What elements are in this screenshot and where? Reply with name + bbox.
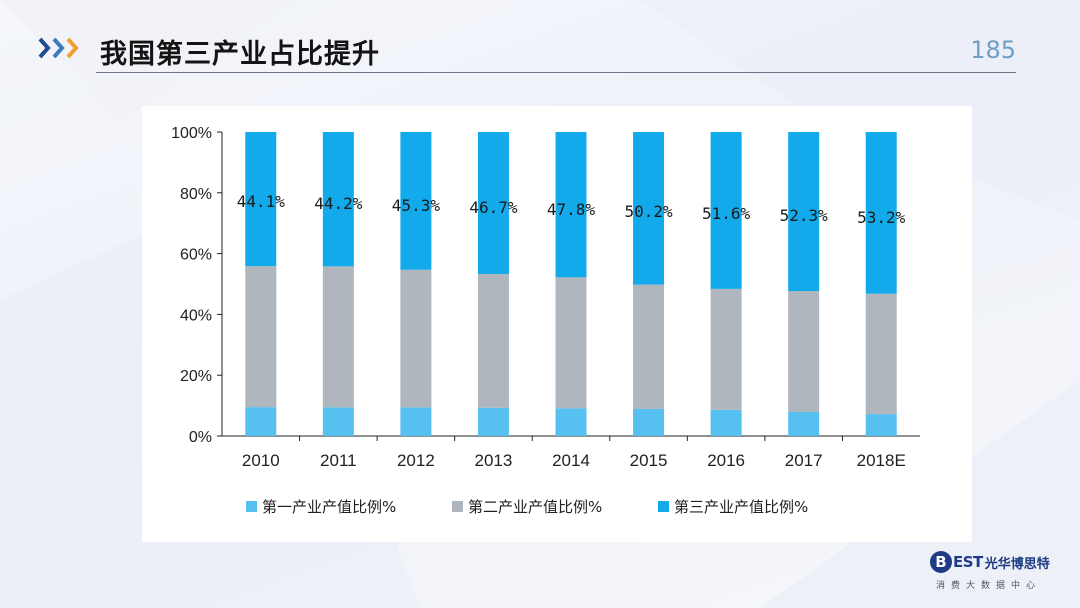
bar-segment-series-3	[400, 132, 432, 270]
y-tick-label: 80%	[180, 186, 212, 203]
bar-segment-series-3	[477, 132, 509, 274]
x-tick-label: 2017	[785, 451, 823, 470]
legend-swatch	[246, 501, 257, 512]
bar-segment-series-1	[477, 407, 509, 436]
data-label: 53.2%	[857, 208, 906, 227]
page-title: 我国第三产业占比提升	[100, 39, 380, 70]
logo-letter: B	[930, 551, 952, 573]
bar-segment-series-2	[400, 269, 432, 408]
bar-segment-series-3	[555, 132, 587, 278]
bar-segment-series-3	[710, 132, 742, 289]
x-tick-label: 2012	[397, 451, 435, 470]
legend-label: 第二产业产值比例%	[468, 498, 602, 516]
legend-swatch	[658, 501, 669, 512]
y-tick-label: 20%	[180, 368, 212, 385]
stacked-bar-chart: 0% 20% 40% 60% 80% 100% 2010 44.1% 2011 44.2% 2012…	[171, 125, 920, 516]
bar-segment-series-2	[477, 273, 509, 408]
x-tick-label: 2018E	[857, 451, 906, 470]
bar-segment-series-1	[555, 408, 587, 436]
data-label: 44.1%	[237, 192, 286, 211]
bar-segment-series-1	[245, 407, 277, 436]
x-tick-label: 2013	[475, 451, 513, 470]
chart-panel: 0% 20% 40% 60% 80% 100% 2010 44.1% 2011 44.2% 2012…	[142, 106, 972, 542]
bar-segment-series-2	[555, 277, 587, 409]
y-tick-label: 60%	[180, 247, 212, 264]
y-tick-label: 40%	[180, 307, 212, 324]
bar-segment-series-1	[865, 414, 897, 436]
data-label: 47.8%	[547, 200, 596, 219]
bar-segment-series-1	[322, 407, 354, 436]
bar-segment-series-3	[788, 132, 820, 291]
data-label: 44.2%	[314, 194, 363, 213]
bar-segment-series-3	[865, 132, 897, 294]
x-tick-label: 2015	[630, 451, 668, 470]
bar-segment-series-2	[633, 284, 665, 409]
bar-segment-series-3	[633, 132, 665, 285]
bar-segment-series-2	[245, 266, 277, 408]
x-tick-label: 2010	[242, 451, 280, 470]
bar-segment-series-1	[400, 407, 432, 436]
data-label: 45.3%	[392, 196, 441, 215]
logo-tagline: 消费大数据中心	[936, 581, 1042, 591]
x-tick-label: 2016	[707, 451, 745, 470]
data-label: 52.3%	[780, 206, 829, 225]
data-label: 46.7%	[469, 198, 518, 217]
y-tick-label: 0%	[189, 429, 212, 446]
x-tick-label: 2014	[552, 451, 590, 470]
logo-est: EST	[953, 553, 983, 571]
bar-segment-series-3	[322, 132, 354, 267]
x-tick-label: 2011	[320, 451, 357, 470]
page-number: 185	[970, 36, 1016, 64]
bar-segment-series-2	[322, 266, 354, 408]
bar-segment-series-2	[710, 288, 742, 410]
data-label: 51.6%	[702, 204, 751, 223]
logo-name: 光华博思特	[984, 556, 1050, 572]
bar-segment-series-1	[633, 408, 665, 436]
data-label: 50.2%	[624, 202, 673, 221]
logo-wordmark: B EST 光华博思特	[930, 548, 1050, 576]
legend-swatch	[452, 501, 463, 512]
legend-label: 第三产业产值比例%	[674, 498, 808, 516]
company-logo: B EST 光华博思特 消费大数据中心	[930, 548, 1070, 592]
y-tick-label: 100%	[171, 125, 212, 142]
bar-segment-series-3	[245, 132, 277, 267]
bar-segment-series-2	[865, 293, 897, 415]
chevrons-icon	[38, 37, 79, 59]
legend-label: 第一产业产值比例%	[262, 498, 396, 516]
bar-segment-series-2	[788, 290, 820, 412]
header-divider	[96, 72, 1016, 73]
bar-segment-series-1	[788, 411, 820, 436]
bar-segment-series-1	[710, 409, 742, 436]
